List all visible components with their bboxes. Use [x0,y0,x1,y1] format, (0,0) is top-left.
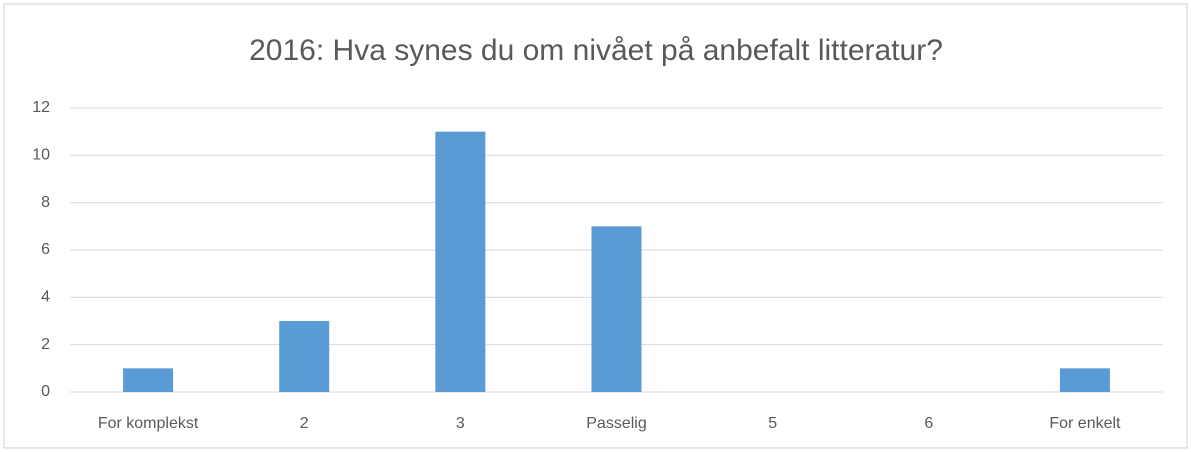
bar [435,131,486,392]
x-tick-label: 3 [456,415,465,432]
x-tick-label: For komplekst [98,415,199,432]
y-tick-label: 4 [41,289,50,306]
y-tick-label: 10 [32,147,50,164]
y-tick-label: 12 [32,99,50,116]
y-tick-label: 0 [41,383,50,400]
bar [123,368,174,392]
bar [279,321,330,392]
x-tick-label: 5 [768,415,777,432]
bar [591,226,642,392]
y-tick-label: 8 [41,194,50,211]
x-tick-label: 2 [300,415,309,432]
bar [1059,368,1110,392]
y-tick-label: 2 [41,336,50,353]
x-tick-label: 6 [924,415,933,432]
x-tick-label: Passelig [586,415,646,432]
x-tick-label: For enkelt [1049,415,1121,432]
chart-title: 2016: Hva synes du om nivået på anbefalt… [249,34,943,67]
y-tick-label: 6 [41,241,50,258]
